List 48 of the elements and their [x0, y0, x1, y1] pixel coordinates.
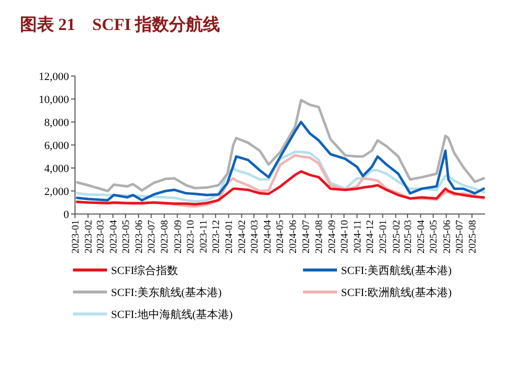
legend-label: SCFI:美西航线(基本港) — [341, 264, 452, 277]
x-tick-label: 2023-03 — [95, 220, 106, 254]
x-tick-label: 2023-07 — [146, 220, 158, 254]
legend-label: SCFI:欧洲航线(基本港) — [341, 286, 452, 299]
x-tick-label: 2025-01 — [378, 220, 390, 254]
x-tick-label: 2024-12 — [365, 220, 376, 254]
x-tick-label: 2024-01 — [224, 220, 236, 254]
legend-label: SCFI综合指数 — [111, 264, 178, 277]
y-tick-label: 0 — [64, 208, 70, 221]
x-tick-label: 2025-03 — [403, 220, 414, 254]
x-tick-label: 2024-09 — [326, 220, 338, 254]
x-tick-label: 2024-04 — [262, 220, 274, 254]
legend-label: SCFI:美东航线(基本港) — [111, 286, 222, 299]
x-tick-label: 2023-09 — [172, 220, 184, 254]
x-tick-label: 2023-06 — [134, 220, 146, 254]
y-tick-label: 6,000 — [44, 140, 70, 152]
line-series — [76, 98, 485, 192]
x-tick-label: 2025-04 — [416, 220, 428, 254]
x-tick-label: 2025-05 — [428, 220, 440, 254]
x-tick-label: 2023-04 — [108, 220, 120, 254]
x-tick-label: 2023-10 — [185, 220, 196, 254]
x-tick-label: 2023-02 — [84, 220, 95, 254]
x-tick-label: 2025-07 — [454, 220, 466, 254]
x-tick-label: 2023-11 — [198, 220, 210, 253]
x-tick-label: 2023-01 — [70, 220, 82, 254]
line-series — [76, 170, 485, 206]
y-tick-label: 8,000 — [44, 116, 70, 129]
x-tick-label: 2025-02 — [391, 220, 402, 254]
x-tick-label: 2024-05 — [275, 220, 286, 254]
x-tick-label: 2024-02 — [237, 220, 248, 254]
x-tick-label: 2025-08 — [467, 220, 478, 254]
x-tick-label: 2024-06 — [288, 220, 300, 254]
y-tick-label: 2,000 — [44, 186, 70, 198]
y-tick-label: 4,000 — [44, 162, 70, 175]
x-tick-label: 2023-05 — [121, 220, 132, 254]
legend-label: SCFI:地中海航线(基本港) — [111, 308, 233, 321]
x-tick-label: 2024-08 — [314, 220, 325, 254]
y-tick-label: 12,000 — [38, 70, 70, 83]
line-series — [76, 120, 485, 202]
y-tick-label: 10,000 — [38, 94, 70, 106]
chart-title: 图表 21 SCFI 指数分航线 — [20, 15, 220, 34]
x-tick-label: 2023-12 — [211, 220, 222, 254]
x-tick-label: 2024-10 — [339, 220, 350, 254]
x-tick-label: 2024-07 — [300, 220, 312, 254]
x-tick-label: 2023-08 — [160, 220, 171, 254]
x-tick-label: 2025-06 — [442, 220, 453, 254]
x-tick-label: 2024-11 — [352, 220, 364, 253]
x-tick-label: 2024-03 — [249, 220, 260, 254]
